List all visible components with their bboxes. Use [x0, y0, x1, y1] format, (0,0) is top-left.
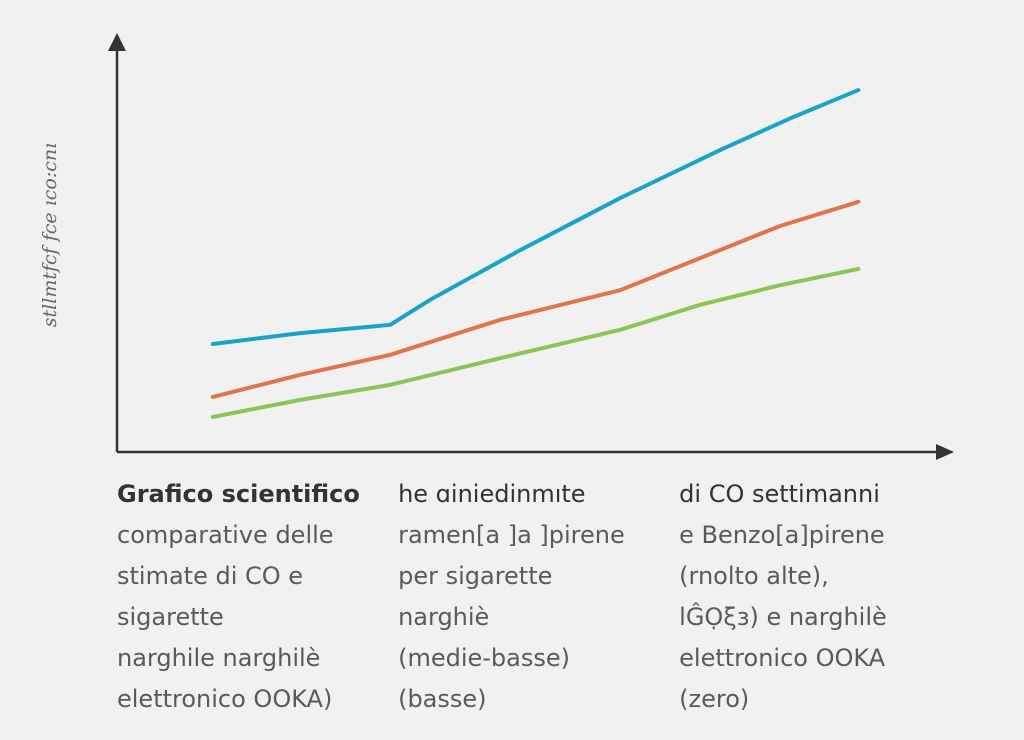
caption-cell: (basse) [398, 685, 487, 713]
caption-cell: per sigarette [398, 562, 553, 590]
y-axis-arrow [108, 33, 126, 51]
caption-row: comparative delle ramen[a ]a ]pirene e Ben… [117, 515, 997, 556]
line-chart [108, 33, 954, 460]
caption-cell: ramen[a ]a ]pirene [398, 521, 625, 549]
caption: Grafico scientifico he ɑiniedinmıte di C… [117, 474, 997, 720]
caption-cell: di CO settimanni [679, 480, 880, 508]
caption-cell: he ɑiniedinmıte [398, 474, 679, 515]
series-line-1 [210, 199, 861, 399]
caption-cell: sigarette [117, 603, 224, 631]
caption-cell: (rnolto alte), [679, 562, 829, 590]
caption-row: elettronico OOKA) (basse) (zero) [117, 679, 997, 720]
caption-cell: elettronico OOKA [679, 644, 886, 672]
series-line-0 [210, 88, 861, 346]
caption-cell: (zero) [679, 685, 750, 713]
caption-cell: lĜỌξɜ) e narghilè [679, 603, 887, 631]
caption-cell-text: he ɑiniedinmıte [398, 480, 586, 508]
caption-cell: stimate di CO e [117, 562, 304, 590]
caption-cell: (medie-basse) [398, 644, 570, 672]
caption-cell: Grafico scientifico [117, 480, 360, 508]
caption-cell: comparative delle [117, 521, 334, 549]
caption-row: stimate di CO e per sigarette (rnolto alte… [117, 556, 997, 597]
series-line-2 [210, 266, 861, 419]
caption-row: sigarette narghiè lĜỌξɜ) e narghilè [117, 597, 997, 638]
x-axis-arrow [936, 444, 954, 460]
y-axis-label: stllmtfcf fce ıco:cnı [39, 142, 61, 328]
caption-cell: narghile narghilè [117, 644, 321, 672]
caption-row: Grafico scientifico he ɑiniedinmıte di C… [117, 474, 997, 515]
caption-cell: e Benzo[a]pirene [679, 521, 885, 549]
caption-cell: elettronico OOKA) [117, 685, 333, 713]
caption-row: narghile narghilè (medie-basse) elettronic… [117, 638, 997, 679]
caption-cell: narghiè [398, 603, 490, 631]
